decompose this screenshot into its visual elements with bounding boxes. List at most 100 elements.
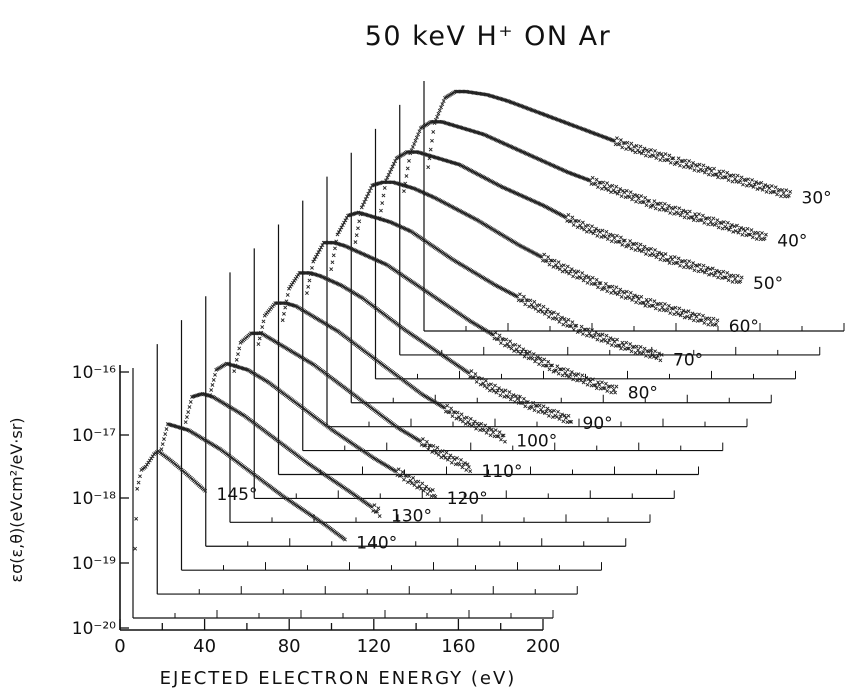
data-point bbox=[508, 397, 513, 402]
data-point bbox=[711, 316, 716, 321]
data-point bbox=[706, 322, 711, 327]
data-point bbox=[644, 297, 649, 302]
data-point bbox=[686, 216, 691, 220]
data-point bbox=[520, 400, 525, 405]
data-point bbox=[260, 325, 265, 329]
data-point bbox=[564, 270, 569, 274]
data-point bbox=[593, 383, 598, 388]
data-point bbox=[529, 302, 534, 307]
data-point bbox=[598, 333, 602, 338]
data-point bbox=[611, 288, 616, 293]
data-point bbox=[636, 245, 640, 250]
data-point bbox=[611, 188, 616, 193]
data-point bbox=[565, 218, 570, 223]
data-point bbox=[670, 306, 675, 311]
data-point bbox=[548, 363, 553, 368]
x-tick-label: 120 bbox=[357, 636, 391, 657]
data-point bbox=[710, 173, 715, 178]
data-point bbox=[676, 211, 680, 216]
data-point bbox=[571, 327, 576, 332]
data-point bbox=[780, 188, 785, 192]
data-point bbox=[619, 194, 624, 199]
series-label: 140° bbox=[356, 534, 397, 554]
data-point bbox=[528, 298, 533, 303]
data-point bbox=[658, 158, 663, 162]
data-point bbox=[395, 473, 400, 478]
data-point bbox=[575, 378, 579, 383]
data-point bbox=[423, 443, 428, 448]
data-point bbox=[316, 250, 321, 255]
data-point bbox=[488, 433, 493, 438]
data-point bbox=[628, 190, 633, 195]
data-point bbox=[503, 439, 507, 444]
data-point bbox=[483, 378, 488, 383]
data-point bbox=[543, 363, 548, 368]
data-point bbox=[523, 302, 528, 307]
data-point bbox=[539, 359, 544, 364]
data-point bbox=[606, 188, 611, 192]
data-point bbox=[433, 494, 438, 499]
data-point bbox=[556, 260, 561, 265]
data-point bbox=[552, 258, 557, 263]
data-point bbox=[147, 458, 152, 463]
data-point bbox=[689, 164, 694, 168]
data-point bbox=[605, 289, 610, 294]
data-point bbox=[507, 390, 512, 395]
data-point bbox=[716, 275, 720, 280]
data-point bbox=[695, 264, 699, 268]
data-point bbox=[590, 377, 595, 382]
data-point bbox=[531, 352, 536, 356]
data-point bbox=[556, 409, 560, 414]
x-tick-label: 80 bbox=[278, 636, 301, 657]
data-point bbox=[704, 167, 709, 172]
data-point bbox=[283, 305, 288, 310]
data-point bbox=[430, 488, 435, 492]
data-point bbox=[582, 327, 587, 332]
data-point bbox=[617, 239, 622, 244]
data-point bbox=[773, 185, 778, 190]
data-point bbox=[593, 181, 598, 186]
y-tick-label: 10⁻¹⁹ bbox=[72, 554, 116, 574]
data-point bbox=[725, 220, 730, 225]
data-point bbox=[529, 404, 534, 409]
data-point bbox=[705, 265, 710, 270]
data-point bbox=[519, 401, 524, 405]
data-point bbox=[666, 258, 671, 262]
data-point bbox=[610, 183, 615, 188]
data-point bbox=[138, 474, 142, 479]
data-point bbox=[294, 274, 299, 279]
data-point bbox=[611, 337, 616, 342]
data-point bbox=[554, 263, 558, 268]
data-point bbox=[668, 311, 673, 315]
data-point bbox=[237, 346, 242, 351]
data-point bbox=[762, 185, 766, 190]
data-point bbox=[610, 384, 615, 389]
data-point bbox=[449, 406, 454, 411]
data-point bbox=[415, 485, 419, 490]
data-point bbox=[467, 422, 472, 427]
data-point bbox=[560, 315, 564, 320]
data-point bbox=[622, 290, 627, 295]
x-axis-label: EJECTED ELECTRON ENERGY (eV) bbox=[160, 668, 517, 689]
data-point bbox=[526, 356, 531, 361]
data-point bbox=[408, 478, 413, 483]
data-point bbox=[726, 178, 731, 182]
data-point bbox=[407, 158, 411, 163]
data-point bbox=[614, 384, 619, 389]
data-point bbox=[684, 310, 688, 314]
data-point bbox=[725, 270, 730, 275]
data-point bbox=[641, 350, 646, 355]
data-point bbox=[637, 150, 642, 155]
data-point bbox=[764, 232, 768, 237]
data-point bbox=[419, 442, 424, 447]
data-point bbox=[682, 315, 687, 320]
data-point bbox=[653, 306, 658, 311]
data-point bbox=[696, 169, 701, 173]
data-point bbox=[657, 250, 661, 255]
data-point bbox=[628, 290, 633, 295]
data-point bbox=[672, 255, 677, 259]
data-point bbox=[478, 428, 482, 433]
data-point bbox=[689, 264, 694, 269]
data-point bbox=[441, 99, 446, 103]
data-point bbox=[573, 323, 577, 328]
